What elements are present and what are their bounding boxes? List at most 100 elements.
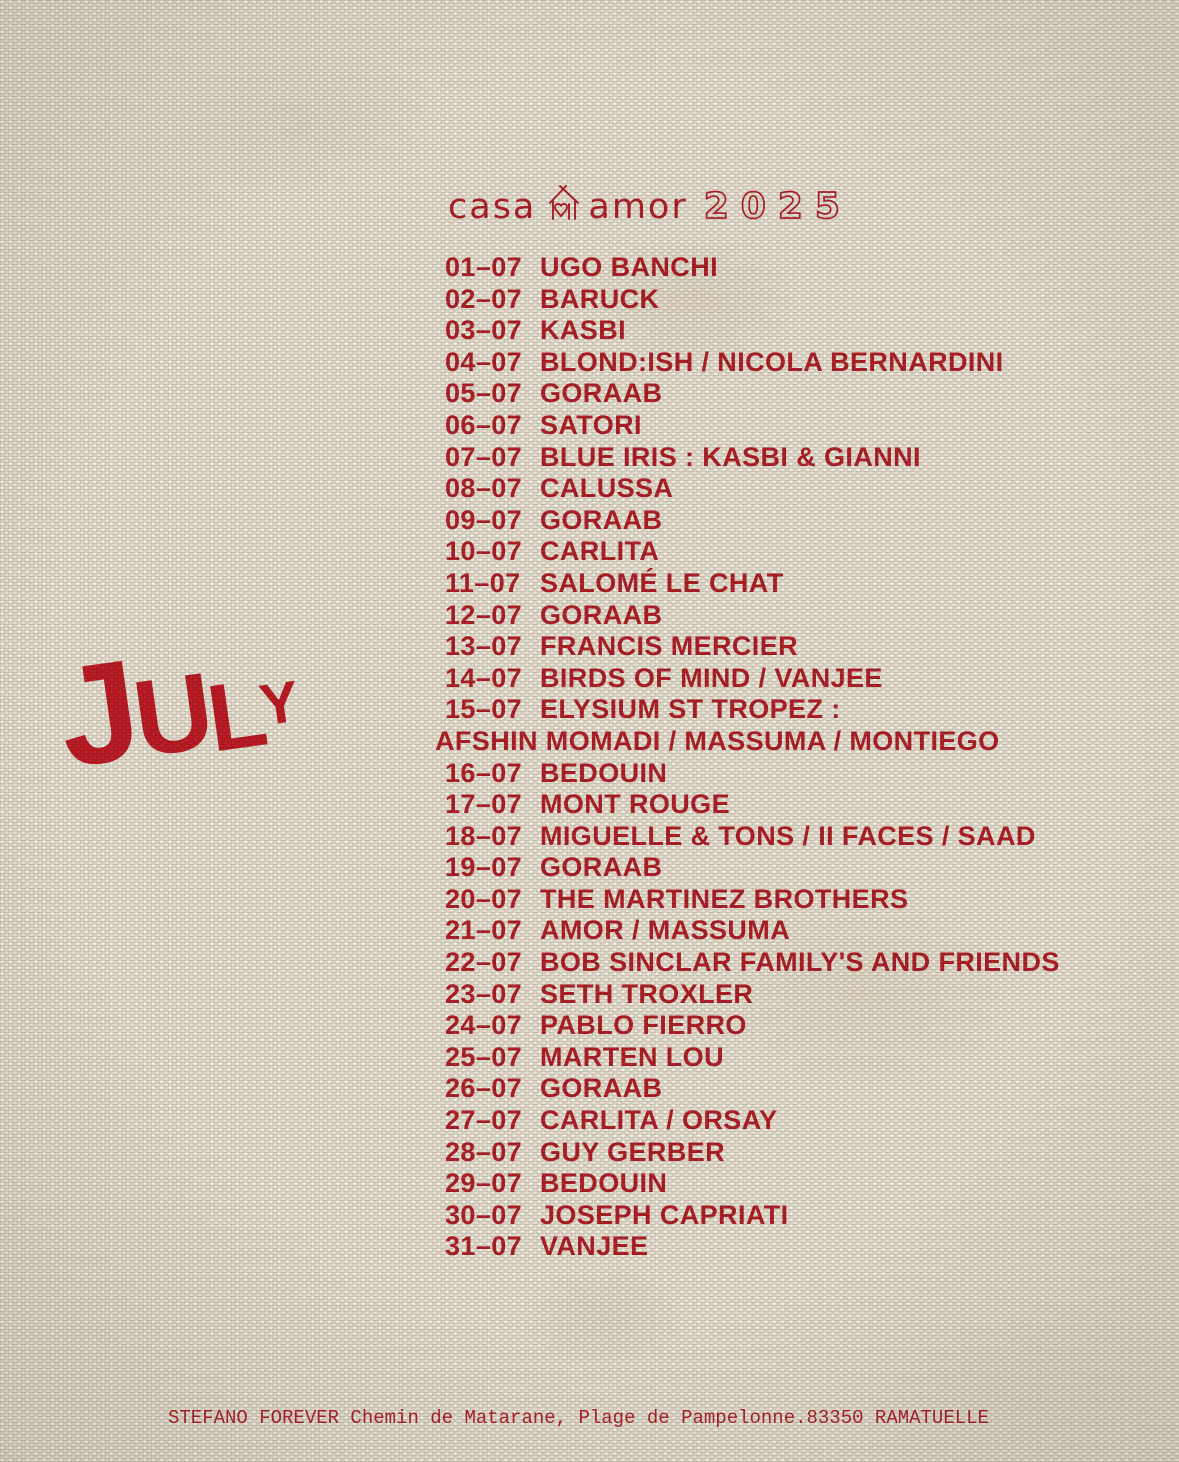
event-row: 17–07 MONT ROUGE [445,789,1060,821]
event-artist: BARUCK [540,284,659,316]
event-date: 02–07 [445,284,522,316]
event-row: 07–07 BLUE IRIS : KASBI & GIANNI [445,442,1060,474]
event-date: 18–07 [445,821,522,853]
event-row: 13–07 FRANCIS MERCIER [445,631,1060,663]
event-row: 11–07 SALOMÉ LE CHAT [445,568,1060,600]
house-heart-icon [545,184,583,231]
event-date: 25–07 [445,1042,522,1074]
event-artist: GORAAB [540,600,662,632]
event-artist: JOSEPH CAPRIATI [540,1200,789,1232]
event-date: 12–07 [445,600,522,632]
event-artist: AMOR / MASSUMA [540,915,790,947]
event-row: 26–07 GORAAB [445,1073,1060,1105]
event-artist: SALOMÉ LE CHAT [540,568,784,600]
event-date: 13–07 [445,631,522,663]
event-row: 19–07 GORAAB [445,852,1060,884]
event-date: 09–07 [445,505,522,537]
event-row: 29–07 BEDOUIN [445,1168,1060,1200]
event-date: 07–07 [445,442,522,474]
event-row: 15–07 ELYSIUM ST TROPEZ : [445,694,1060,726]
event-artist: MONT ROUGE [540,789,730,821]
event-artist: THE MARTINEZ BROTHERS [540,884,908,916]
event-row: 01–07 UGO BANCHI [445,252,1060,284]
event-row: 10–07 CARLITA [445,536,1060,568]
event-row: 31–07 VANJEE [445,1231,1060,1263]
event-artist: MARTEN LOU [540,1042,724,1074]
event-date: 06–07 [445,410,522,442]
event-date: 28–07 [445,1137,522,1169]
event-artist: BEDOUIN [540,1168,667,1200]
event-row: 16–07 BEDOUIN [445,758,1060,790]
event-artist: CALUSSA [540,473,673,505]
event-row: 04–07 BLOND:ISH / NICOLA BERNARDINI [445,347,1060,379]
event-row: 12–07 GORAAB [445,600,1060,632]
event-date: 31–07 [445,1231,522,1263]
event-artist: SATORI [540,410,642,442]
event-row: 14–07 BIRDS OF MIND / VANJEE [445,663,1060,695]
event-row: 02–07 BARUCK [445,284,1060,316]
event-artist: BIRDS OF MIND / VANJEE [540,663,883,695]
event-artist: BOB SINCLAR FAMILY'S AND FRIENDS [540,947,1060,979]
event-date: 16–07 [445,758,522,790]
event-artist: BEDOUIN [540,758,667,790]
event-row: 28–07 GUY GERBER [445,1137,1060,1169]
event-artist: BLUE IRIS : KASBI & GIANNI [540,442,921,474]
event-artist: AFSHIN MOMADI / MASSUMA / MONTIEGO [435,726,1000,758]
event-artist: GORAAB [540,1073,662,1105]
event-row: 30–07 JOSEPH CAPRIATI [445,1200,1060,1232]
event-date: 26–07 [445,1073,522,1105]
event-date: 17–07 [445,789,522,821]
event-artist: MIGUELLE & TONS / II FACES / SAAD [540,821,1036,853]
event-date: 15–07 [445,694,522,726]
event-date: 29–07 [445,1168,522,1200]
event-artist: UGO BANCHI [540,252,718,284]
event-row: 21–07 AMOR / MASSUMA [445,915,1060,947]
event-artist: CARLITA [540,536,659,568]
event-row: 24–07 PABLO FIERRO [445,1010,1060,1042]
event-date: 22–07 [445,947,522,979]
event-date: 27–07 [445,1105,522,1137]
event-artist: GORAAB [540,378,662,410]
event-date: 21–07 [445,915,522,947]
event-row: 27–07 CARLITA / ORSAY [445,1105,1060,1137]
event-date: 01–07 [445,252,522,284]
event-artist: KASBI [540,315,626,347]
event-artist: GUY GERBER [540,1137,725,1169]
event-row: 18–07 MIGUELLE & TONS / II FACES / SAAD [445,821,1060,853]
event-artist: BLOND:ISH / NICOLA BERNARDINI [540,347,1004,379]
event-row: 05–07 GORAAB [445,378,1060,410]
event-row: 09–07 GORAAB [445,505,1060,537]
event-row: 22–07 BOB SINCLAR FAMILY'S AND FRIENDS [445,947,1060,979]
event-list: 01–07UGO BANCHI02–07BARUCK03–07KASBI04–0… [435,252,1060,1263]
venue-address: STEFANO FOREVER Chemin de Matarane, Plag… [168,1407,989,1429]
brand-header: casa amor 2025 [448,184,852,231]
event-artist: SETH TROXLER [540,979,753,1011]
event-row: 25–07 MARTEN LOU [445,1042,1060,1074]
event-date: 05–07 [445,378,522,410]
event-date: 24–07 [445,1010,522,1042]
event-date: 14–07 [445,663,522,695]
event-artist: PABLO FIERRO [540,1010,747,1042]
event-artist: VANJEE [540,1231,648,1263]
event-row: 08–07 CALUSSA [445,473,1060,505]
event-date: 08–07 [445,473,522,505]
event-date: 11–07 [445,568,520,600]
event-artist: ELYSIUM ST TROPEZ : [540,694,841,726]
event-row: 03–07 KASBI [445,315,1060,347]
event-date: 03–07 [445,315,522,347]
event-date: 20–07 [445,884,522,916]
event-date: 04–07 [445,347,522,379]
event-date: 30–07 [445,1200,522,1232]
event-date: 19–07 [445,852,522,884]
event-date: 10–07 [445,536,522,568]
event-artist: FRANCIS MERCIER [540,631,798,663]
brand-casa: casa [448,187,536,227]
event-row: 23–07 SETH TROXLER [445,979,1060,1011]
event-artist: GORAAB [540,852,662,884]
brand-amor: amor [588,187,687,227]
event-date: 23–07 [445,979,522,1011]
